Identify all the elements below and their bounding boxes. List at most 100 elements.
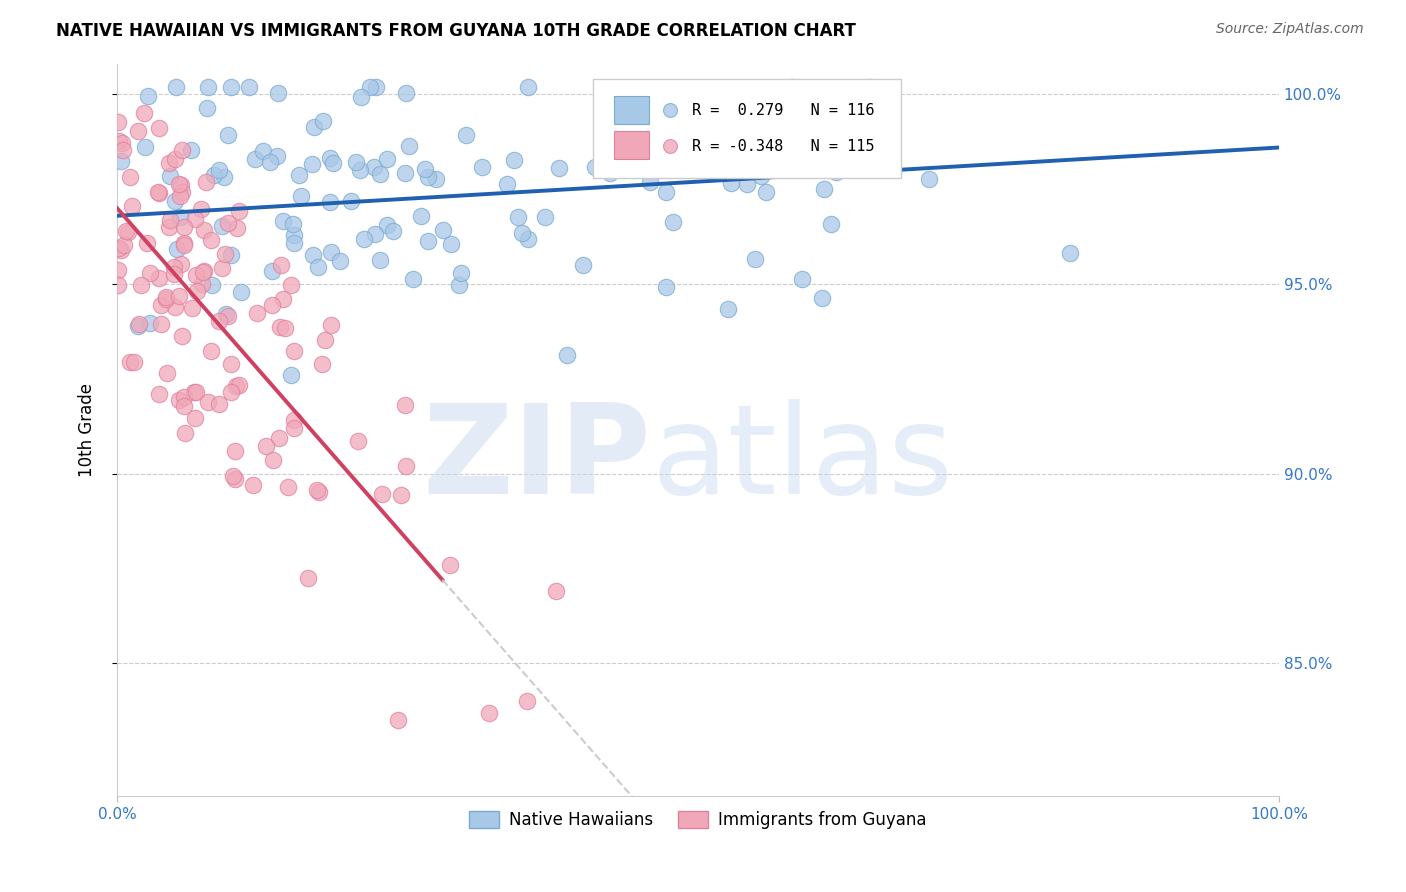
Point — [110, 153, 132, 168]
Point — [364, 227, 387, 241]
Point — [159, 169, 181, 183]
Point — [139, 265, 162, 279]
Point — [228, 378, 250, 392]
Point — [219, 358, 242, 372]
Point — [813, 182, 835, 196]
Point — [283, 421, 305, 435]
Point — [231, 285, 253, 299]
Point — [200, 234, 222, 248]
Point — [395, 86, 418, 100]
Point — [789, 118, 811, 132]
Point — [181, 301, 204, 315]
Point — [222, 469, 245, 483]
Point — [132, 106, 155, 120]
Point — [259, 154, 281, 169]
Point — [201, 278, 224, 293]
Point — [165, 79, 187, 94]
Point — [425, 171, 447, 186]
Point — [128, 123, 150, 137]
Point — [184, 411, 207, 425]
Point — [359, 79, 381, 94]
Point — [394, 398, 416, 412]
Point — [749, 93, 772, 107]
Point — [782, 93, 804, 107]
Point — [155, 292, 177, 306]
Point — [111, 136, 134, 151]
Point — [859, 79, 882, 94]
Point — [381, 224, 404, 238]
Point — [301, 248, 323, 262]
Point — [454, 128, 477, 142]
Point — [214, 247, 236, 261]
Point — [548, 161, 571, 175]
Point — [749, 115, 772, 129]
Point — [270, 258, 292, 272]
Text: Source: ZipAtlas.com: Source: ZipAtlas.com — [1216, 22, 1364, 37]
Point — [297, 571, 319, 585]
Point — [167, 177, 190, 191]
Point — [243, 153, 266, 167]
Point — [1059, 246, 1081, 260]
Point — [262, 453, 284, 467]
Point — [780, 79, 803, 94]
Point — [173, 391, 195, 405]
Point — [195, 101, 218, 115]
Point — [224, 443, 246, 458]
Point — [107, 115, 129, 129]
Point — [395, 459, 418, 474]
Point — [208, 397, 231, 411]
Point — [290, 189, 312, 203]
Point — [307, 483, 329, 498]
Point — [683, 157, 706, 171]
Point — [311, 357, 333, 371]
Point — [516, 232, 538, 246]
Point — [274, 321, 297, 335]
Point — [288, 168, 311, 182]
Point — [375, 218, 398, 232]
Point — [628, 120, 651, 135]
Point — [471, 160, 494, 174]
Point — [127, 318, 149, 333]
Point — [440, 237, 463, 252]
Point — [193, 223, 215, 237]
Point — [368, 252, 391, 267]
Point — [166, 242, 188, 256]
Point — [156, 366, 179, 380]
Point — [811, 291, 834, 305]
Point — [134, 140, 156, 154]
Point — [495, 177, 517, 191]
Point — [655, 185, 678, 199]
Point — [211, 260, 233, 275]
Point — [228, 203, 250, 218]
Point — [411, 209, 433, 223]
Point — [321, 245, 343, 260]
Point — [607, 84, 630, 98]
Point — [148, 185, 170, 199]
Point — [271, 214, 294, 228]
Point — [173, 399, 195, 413]
Point — [329, 254, 352, 268]
Point — [169, 178, 191, 192]
Point — [277, 480, 299, 494]
Point — [510, 226, 533, 240]
Point — [148, 387, 170, 401]
Point — [219, 80, 242, 95]
Point — [655, 279, 678, 293]
Point — [744, 252, 766, 267]
Point — [197, 79, 219, 94]
Point — [599, 166, 621, 180]
Point — [416, 235, 439, 249]
Point — [260, 298, 283, 312]
Point — [148, 270, 170, 285]
Point — [307, 260, 329, 274]
Point — [108, 241, 131, 255]
Point — [215, 308, 238, 322]
Point — [544, 583, 567, 598]
Point — [394, 166, 416, 180]
Point — [163, 194, 186, 209]
Point — [150, 317, 173, 331]
Point — [163, 152, 186, 166]
Point — [173, 238, 195, 252]
Point — [503, 153, 526, 167]
Point — [170, 257, 193, 271]
